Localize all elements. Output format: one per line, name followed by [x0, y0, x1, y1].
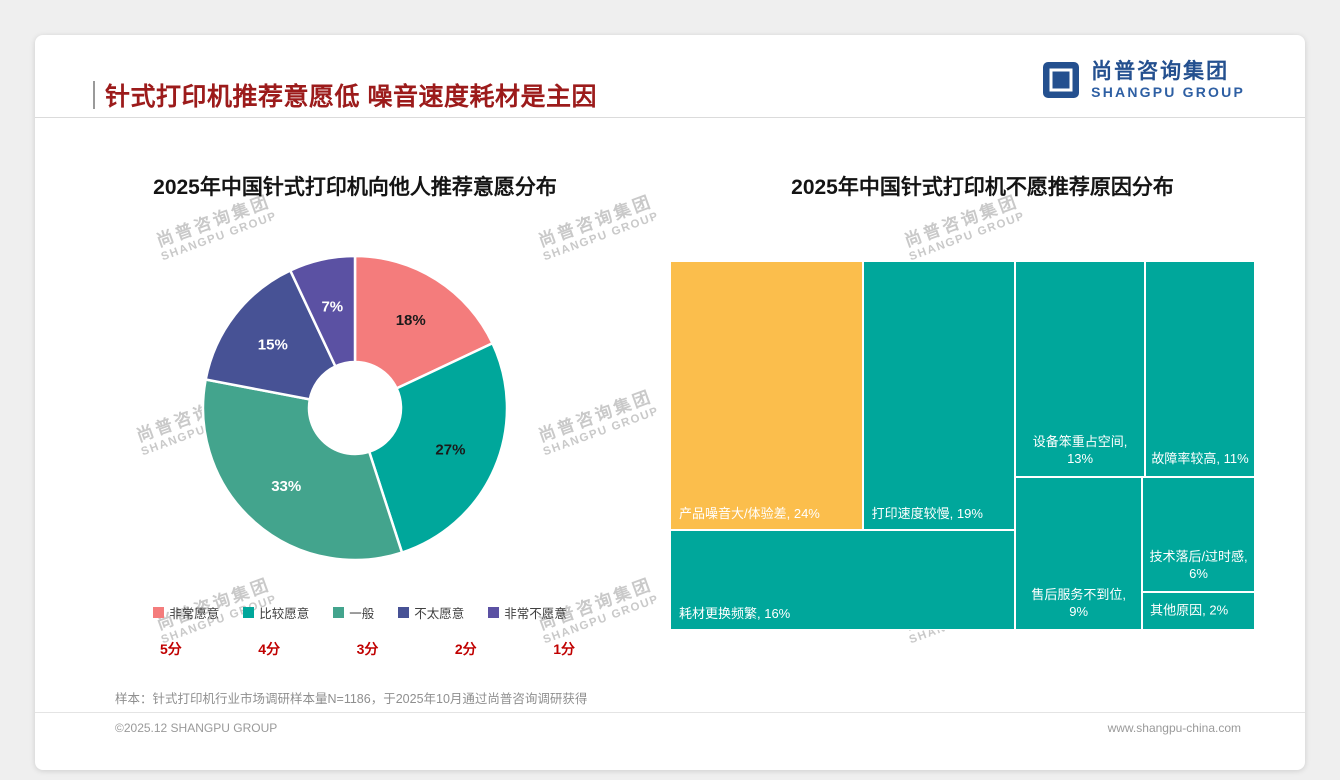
donut-value-label: 15%	[258, 336, 288, 353]
score-label: 1分	[553, 641, 575, 657]
treemap-label: 耗材更换频繁, 16%	[679, 606, 791, 622]
slide-card: 尚普咨询集团 SHANGPU GROUP 尚普咨询集团 SHANGPU GROUP 尚普…	[35, 35, 1305, 770]
footer-divider	[35, 712, 1305, 713]
treemap-label: 售后服务不到位, 9%	[1031, 587, 1126, 620]
page-title: 针式打印机推荐意愿低 噪音速度耗材是主因	[105, 83, 597, 111]
sample-note: 样本：针式打印机行业市场调研样本量N=1186，于2025年10月通过尚普咨询调…	[115, 692, 588, 706]
treemap-block: 其他原因, 2%	[1142, 591, 1255, 630]
footer-copyright: ©2025.12 SHANGPU GROUP	[115, 721, 278, 735]
title-accent-bar	[93, 81, 95, 109]
legend-item: 非常不愿意	[488, 603, 567, 622]
treemap-label: 其他原因, 2%	[1150, 602, 1229, 618]
logo: 尚普咨询集团 SHANGPU GROUP	[1041, 59, 1245, 100]
donut-slice	[367, 342, 509, 554]
legend-swatch	[333, 607, 345, 618]
treemap-chart-title: 2025年中国针式打印机不愿推荐原因分布	[791, 176, 1174, 199]
donut-chart: 18% 27% 33% 15% 7%	[201, 254, 509, 562]
logo-text-en: SHANGPU GROUP	[1091, 84, 1245, 101]
treemap-block: 耗材更换频繁, 16%	[670, 529, 1016, 630]
treemap-block: 产品噪音大/体验差, 24%	[670, 261, 863, 530]
score-label: 3分	[356, 641, 379, 657]
legend-item: 非常愿意	[153, 603, 219, 622]
donut-slice	[201, 378, 404, 562]
legend-item: 比较愿意	[243, 603, 309, 622]
treemap-block: 故障率较高, 11%	[1145, 261, 1255, 477]
legend-label: 一般	[349, 607, 375, 621]
treemap-label: 技术落后/过时感, 6%	[1149, 548, 1248, 581]
treemap-label: 产品噪音大/体验差, 24%	[679, 506, 820, 522]
donut-value-label: 27%	[435, 441, 465, 458]
legend-label: 非常愿意	[169, 607, 220, 621]
treemap-label: 打印速度较慢, 19%	[871, 506, 983, 522]
donut-chart-title: 2025年中国针式打印机向他人推荐意愿分布	[153, 176, 557, 199]
donut-value-label: 7%	[321, 299, 343, 316]
legend-label: 不太愿意	[414, 607, 465, 621]
treemap-label: 故障率较高, 11%	[1151, 451, 1249, 467]
legend-swatch	[153, 607, 165, 618]
logo-mark	[1043, 61, 1080, 98]
legend-label: 比较愿意	[259, 607, 310, 621]
logo-text-cn: 尚普咨询集团	[1091, 60, 1230, 83]
score-label: 4分	[258, 641, 281, 657]
logo-text: 尚普咨询集团 SHANGPU GROUP	[1091, 59, 1245, 100]
legend-item: 一般	[333, 603, 374, 622]
treemap-block: 技术落后/过时感, 6%	[1142, 477, 1255, 592]
donut-slice	[289, 254, 357, 368]
treemap-chart: 产品噪音大/体验差, 24% 打印速度较慢, 19% 耗材更换频繁, 16% 设备笨重…	[670, 261, 1255, 630]
legend-swatch	[488, 607, 500, 618]
legend-swatch	[243, 607, 255, 618]
donut-slice	[353, 254, 494, 390]
treemap-block: 设备笨重占空间, 13%	[1015, 261, 1146, 477]
footer-website: www.shangpu-china.com	[1107, 721, 1241, 735]
score-label: 2分	[454, 641, 477, 657]
donut-legend: 非常愿意 比较愿意 一般 不太愿意 非常不愿意	[85, 603, 635, 622]
score-label: 5分	[160, 641, 182, 657]
donut-value-label: 18%	[396, 312, 426, 329]
treemap-label: 设备笨重占空间, 13%	[1032, 434, 1128, 467]
legend-swatch	[398, 607, 410, 618]
score-row: 5分 4分 3分 2分 1分	[160, 639, 575, 659]
legend-item: 不太愿意	[398, 603, 464, 622]
legend-label: 非常不愿意	[504, 607, 567, 621]
treemap-block: 售后服务不到位, 9%	[1015, 477, 1143, 630]
treemap-block: 打印速度较慢, 19%	[862, 261, 1016, 530]
donut-slice	[204, 269, 337, 401]
page-title-row: 针式打印机推荐意愿低 噪音速度耗材是主因	[93, 77, 597, 113]
header-divider	[35, 117, 1305, 118]
donut-value-label: 33%	[271, 478, 301, 495]
